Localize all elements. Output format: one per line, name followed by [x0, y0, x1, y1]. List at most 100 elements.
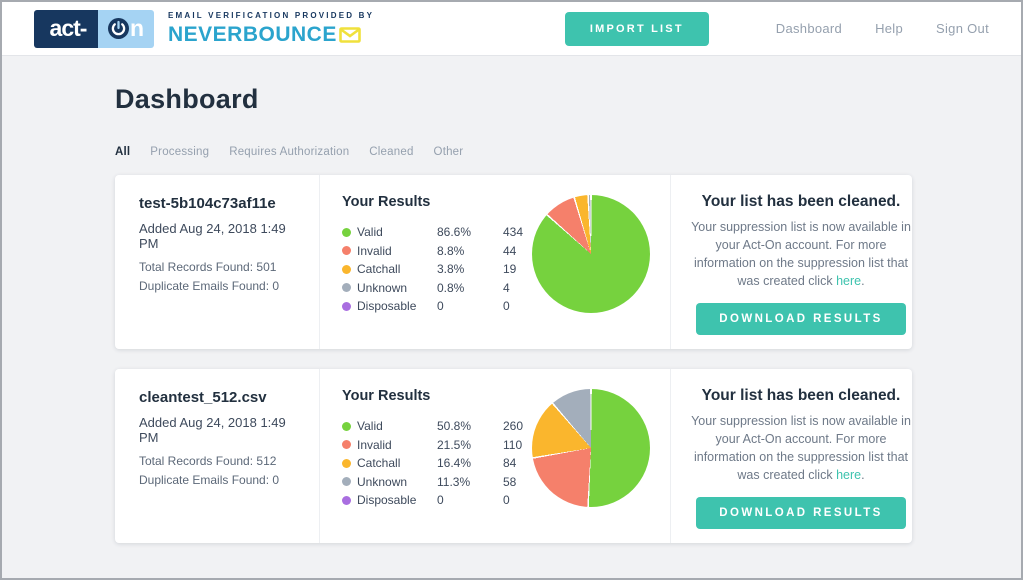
legend-row-unknown: Unknown 11.3% 58 — [342, 473, 670, 492]
header-nav: Dashboard Help Sign Out — [743, 21, 989, 36]
pie-chart — [532, 389, 650, 507]
here-link[interactable]: here — [836, 274, 862, 288]
acton-neverbounce-logo[interactable]: act- n EMAIL VERIFICATION PROVIDED BY NE… — [34, 9, 374, 48]
legend-color-dot — [342, 246, 351, 256]
legend-percent: 0.8% — [437, 280, 465, 295]
legend-percent: 11.3% — [437, 474, 471, 489]
acton-logo: act- n — [34, 9, 154, 48]
cleaned-message-section: Your list has been cleaned. Your suppres… — [670, 369, 931, 543]
nav-help-link[interactable]: Help — [875, 21, 904, 36]
neverbounce-wordmark: NEVERBOUNCE — [168, 22, 337, 46]
legend-row-catchall: Catchall 16.4% 84 — [342, 454, 670, 473]
download-results-button[interactable]: DOWNLOAD RESULTS — [696, 303, 906, 335]
top-header: act- n EMAIL VERIFICATION PROVIDED BY NE… — [2, 2, 1021, 56]
legend-color-dot — [342, 440, 351, 450]
legend-row-unknown: Unknown 0.8% 4 — [342, 279, 670, 298]
legend-label: Catchall — [357, 262, 401, 277]
legend-percent: 0 — [437, 493, 444, 508]
legend-count: 4 — [503, 280, 510, 295]
legend-percent: 0 — [437, 299, 444, 314]
duplicate-emails-found: Duplicate Emails Found: 0 — [139, 473, 280, 487]
here-link[interactable]: here — [836, 468, 862, 482]
list-card: cleantest_512.csv Added Aug 24, 2018 1:4… — [115, 369, 912, 543]
list-added-date: Added Aug 24, 2018 1:49 PM — [139, 415, 286, 445]
legend-label: Invalid — [357, 243, 392, 258]
legend-row-disposable: Disposable 0 0 — [342, 491, 670, 510]
total-records-found: Total Records Found: 512 — [139, 454, 277, 468]
results-title: Your Results — [342, 388, 431, 404]
legend-count: 434 — [503, 225, 524, 240]
cleaned-message-title: Your list has been cleaned. — [701, 193, 901, 210]
legend-percent: 16.4% — [437, 456, 472, 471]
envelope-icon — [339, 26, 361, 43]
legend-label: Invalid — [357, 437, 392, 452]
legend-label: Valid — [357, 419, 383, 434]
main-content: Dashboard All Processing Requires Author… — [2, 83, 1021, 543]
acton-logo-act-box: act- — [34, 9, 98, 48]
legend-row-valid: Valid 50.8% 260 — [342, 417, 670, 436]
legend-count: 58 — [503, 474, 517, 489]
legend-row-disposable: Disposable 0 0 — [342, 297, 670, 316]
pie-chart — [532, 195, 650, 313]
legend-color-dot — [342, 421, 351, 431]
results-section: Your Results Valid 50.8% 260 Invalid 21.… — [319, 369, 670, 543]
legend-row-invalid: Invalid 8.8% 44 — [342, 242, 670, 261]
legend-count: 260 — [503, 419, 524, 434]
nav-dashboard-link[interactable]: Dashboard — [775, 21, 843, 36]
cleaned-message-body: Your suppression list is now available i… — [687, 218, 915, 290]
legend-percent: 3.8% — [437, 262, 465, 277]
cleaned-message-body: Your suppression list is now available i… — [687, 412, 915, 484]
legend-label: Unknown — [357, 280, 408, 295]
brand-tagline: EMAIL VERIFICATION PROVIDED BY — [168, 10, 375, 20]
message-text: Your suppression list is now available i… — [691, 414, 911, 482]
tab-all[interactable]: All — [115, 146, 131, 158]
results-title: Your Results — [342, 194, 431, 210]
list-card: test-5b104c73af11e Added Aug 24, 2018 1:… — [115, 175, 912, 349]
tab-processing[interactable]: Processing — [150, 146, 210, 158]
download-results-button[interactable]: DOWNLOAD RESULTS — [696, 497, 906, 529]
legend-percent: 50.8% — [437, 419, 472, 434]
legend-color-dot — [342, 458, 351, 468]
list-added-date: Added Aug 24, 2018 1:49 PM — [139, 221, 286, 251]
legend-count: 110 — [503, 437, 523, 452]
message-text: Your suppression list is now available i… — [691, 220, 911, 288]
legend-color-dot — [342, 264, 351, 274]
power-icon — [107, 18, 129, 39]
nav-signout-link[interactable]: Sign Out — [936, 21, 989, 36]
acton-logo-n: n — [129, 15, 145, 41]
legend-row-valid: Valid 86.6% 434 — [342, 223, 670, 242]
filter-tabs: All Processing Requires Authorization Cl… — [115, 145, 908, 159]
total-records-found: Total Records Found: 501 — [139, 260, 277, 274]
results-legend: Valid 86.6% 434 Invalid 8.8% 44 Catchall… — [342, 223, 670, 316]
legend-label: Unknown — [357, 474, 408, 489]
duplicate-emails-found: Duplicate Emails Found: 0 — [139, 279, 280, 293]
tab-cleaned[interactable]: Cleaned — [369, 146, 414, 158]
cleaned-message-title: Your list has been cleaned. — [701, 387, 901, 404]
legend-percent: 86.6% — [437, 225, 472, 240]
acton-logo-on-box: n — [98, 9, 154, 48]
legend-label: Disposable — [357, 299, 417, 314]
list-name: cleantest_512.csv — [139, 389, 267, 406]
legend-row-invalid: Invalid 21.5% 110 — [342, 436, 670, 455]
legend-color-dot — [342, 227, 351, 237]
results-legend: Valid 50.8% 260 Invalid 21.5% 110 Catcha… — [342, 417, 670, 510]
tab-requires-authorization[interactable]: Requires Authorization — [229, 146, 350, 158]
import-list-button[interactable]: IMPORT LIST — [564, 11, 709, 46]
legend-count: 0 — [503, 299, 510, 314]
results-section: Your Results Valid 86.6% 434 Invalid 8.8… — [319, 175, 670, 349]
tab-other[interactable]: Other — [433, 146, 464, 158]
legend-color-dot — [342, 495, 351, 505]
cleaned-message-section: Your list has been cleaned. Your suppres… — [670, 175, 931, 349]
message-text-end: . — [861, 274, 865, 288]
legend-label: Catchall — [357, 456, 401, 471]
list-info-section: cleantest_512.csv Added Aug 24, 2018 1:4… — [115, 369, 319, 543]
message-text-end: . — [861, 468, 865, 482]
legend-percent: 21.5% — [437, 437, 472, 452]
legend-label: Disposable — [357, 493, 417, 508]
page-title: Dashboard — [115, 84, 259, 114]
list-name: test-5b104c73af11e — [139, 195, 276, 212]
neverbounce-brand-block: EMAIL VERIFICATION PROVIDED BY NEVERBOUN… — [168, 11, 374, 47]
legend-color-dot — [342, 301, 351, 311]
legend-color-dot — [342, 477, 351, 487]
legend-row-catchall: Catchall 3.8% 19 — [342, 260, 670, 279]
